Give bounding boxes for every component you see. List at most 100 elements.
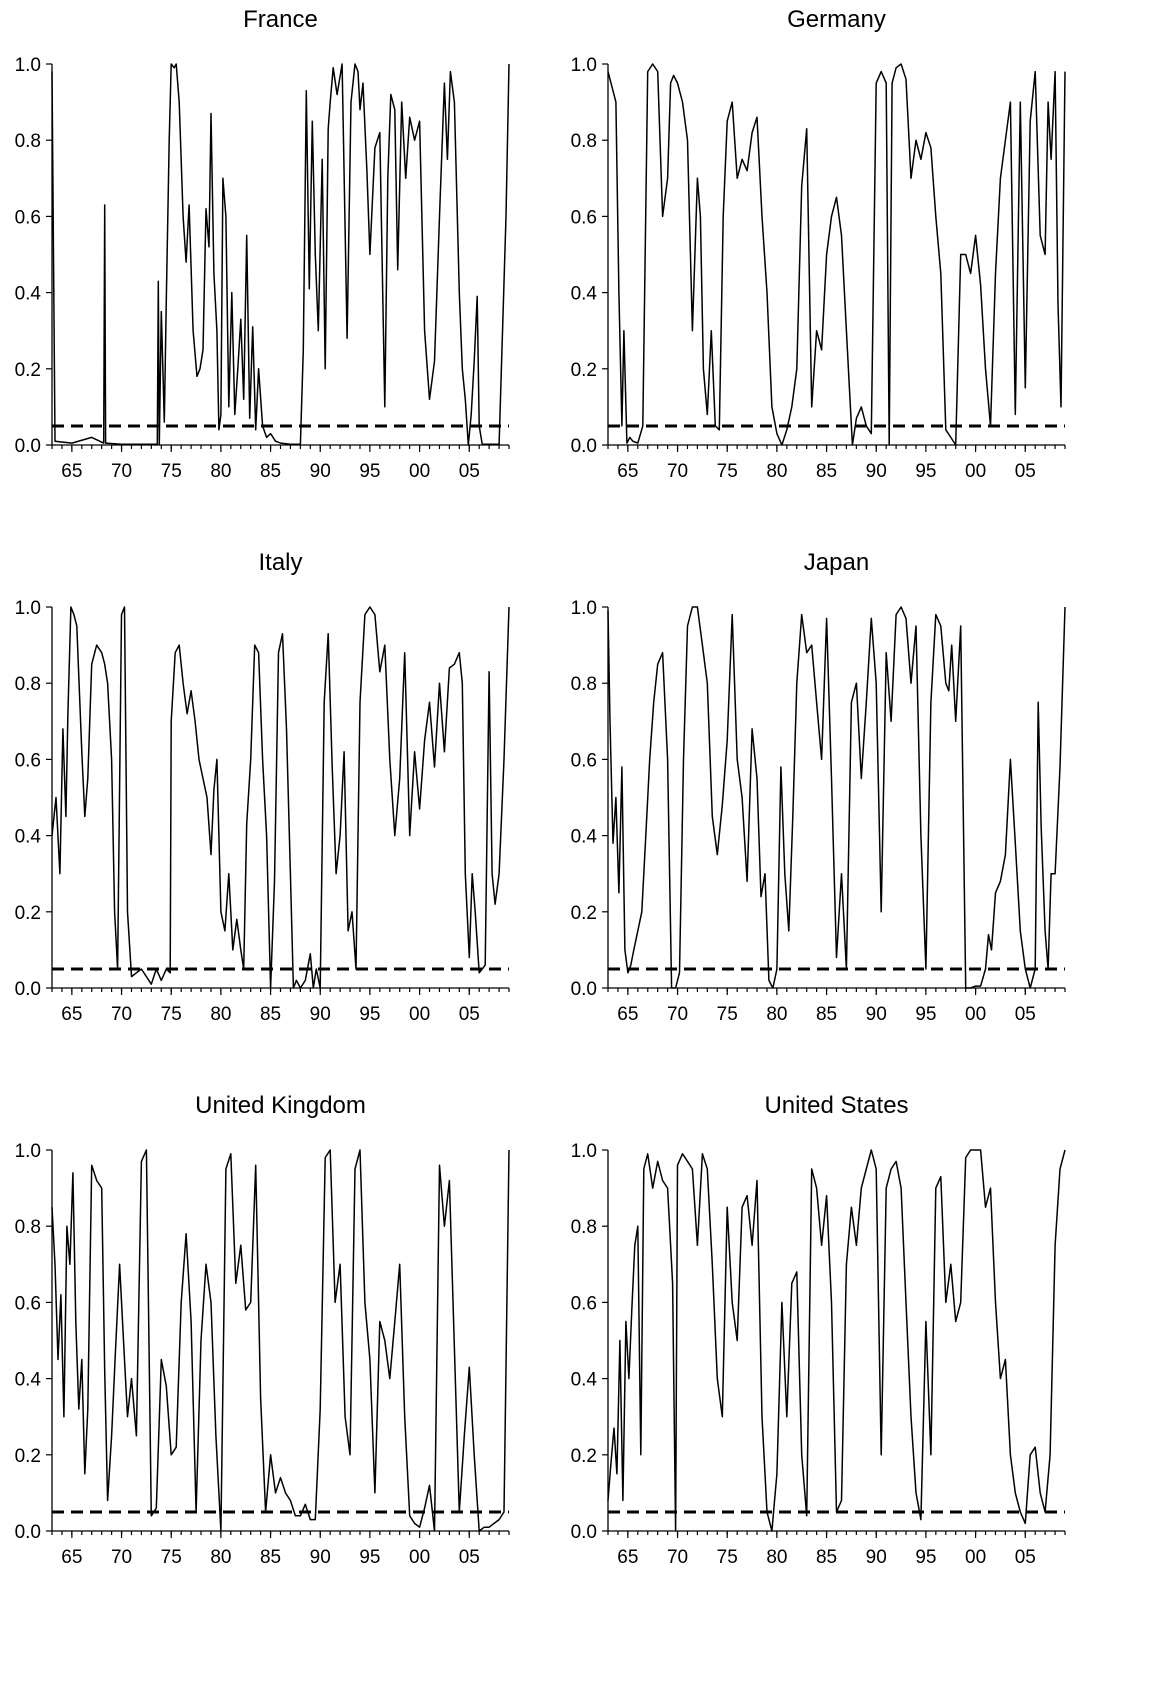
y-tick-label: 0.4 [15, 284, 42, 305]
x-tick-label: 65 [617, 1547, 638, 1568]
y-tick-label: 1.0 [571, 1141, 597, 1162]
x-tick-label: 90 [310, 1004, 331, 1025]
y-tick-label: 0.2 [571, 1446, 597, 1467]
y-tick-label: 0.2 [15, 360, 41, 381]
y-tick-label: 0.6 [15, 750, 41, 771]
x-tick-label: 65 [61, 461, 82, 482]
x-tick-label: 00 [409, 1547, 430, 1568]
x-tick-label: 80 [766, 1004, 787, 1025]
chart-panel: France 0.0 0.2 0.4 0.6 0.8 1.0 65 70 75 80 85 90 95 00… [15, 6, 510, 482]
x-tick-label: 80 [210, 1547, 231, 1568]
x-tick-label: 70 [667, 1004, 688, 1025]
x-tick-label: 85 [260, 1547, 281, 1568]
x-tick-label: 65 [617, 1004, 638, 1025]
y-tick-label: 0.8 [571, 674, 597, 695]
x-tick-label: 70 [111, 461, 132, 482]
x-tick-label: 05 [459, 1547, 480, 1568]
x-tick-label: 90 [866, 1547, 887, 1568]
y-tick-label: 0.2 [571, 360, 597, 381]
y-tick-label: 0.6 [571, 750, 597, 771]
x-tick-label: 90 [310, 461, 331, 482]
y-tick-label: 0.6 [15, 1293, 41, 1314]
y-tick-label: 0.8 [571, 131, 597, 152]
y-tick-label: 1.0 [571, 598, 597, 619]
y-tick-label: 0.2 [571, 903, 597, 924]
y-tick-label: 0.0 [571, 436, 597, 457]
x-tick-label: 80 [766, 461, 787, 482]
y-tick-label: 0.2 [15, 1446, 41, 1467]
x-tick-label: 85 [260, 1004, 281, 1025]
chart-title: Italy [258, 549, 302, 576]
y-tick-label: 0.0 [15, 1522, 41, 1543]
y-tick-label: 0.4 [571, 1370, 598, 1391]
x-tick-label: 05 [459, 1004, 480, 1025]
series-line [607, 63, 1066, 446]
x-tick-label: 70 [111, 1004, 132, 1025]
x-tick-label: 85 [816, 461, 837, 482]
x-tick-label: 65 [61, 1004, 82, 1025]
y-tick-label: 0.0 [571, 1522, 597, 1543]
chart-panel: Japan 0.0 0.2 0.4 0.6 0.8 1.0 65 70 75 80 85 90 95 00 0… [571, 549, 1066, 1025]
x-tick-label: 70 [111, 1547, 132, 1568]
x-tick-label: 00 [965, 1004, 986, 1025]
chart-panel: United Kingdom 0.0 0.2 0.4 0.6 0.8 1.0 65 70 75 80… [15, 1092, 510, 1568]
chart-title: United Kingdom [195, 1092, 366, 1119]
y-tick-label: 0.6 [571, 207, 597, 228]
x-tick-label: 95 [915, 1004, 936, 1025]
y-tick-label: 0.0 [15, 979, 41, 1000]
chart-panel: Germany 0.0 0.2 0.4 0.6 0.8 1.0 65 70 75 80 85 90 95 0… [571, 6, 1066, 482]
chart-panel: United States 0.0 0.2 0.4 0.6 0.8 1.0 65 70 75 80 8… [571, 1092, 1066, 1568]
y-tick-label: 0.8 [15, 131, 41, 152]
x-tick-label: 75 [717, 1004, 738, 1025]
x-tick-label: 95 [915, 461, 936, 482]
x-tick-label: 95 [359, 1547, 380, 1568]
x-tick-label: 75 [161, 461, 182, 482]
series-line [51, 1149, 510, 1532]
chart-title: Japan [804, 549, 869, 576]
x-tick-label: 70 [667, 461, 688, 482]
y-tick-label: 0.6 [15, 207, 41, 228]
x-tick-label: 05 [1015, 461, 1036, 482]
series-line [607, 606, 1066, 989]
x-tick-label: 05 [459, 461, 480, 482]
x-tick-label: 00 [965, 461, 986, 482]
y-tick-label: 1.0 [571, 55, 597, 76]
y-tick-label: 1.0 [15, 598, 41, 619]
x-tick-label: 70 [667, 1547, 688, 1568]
y-tick-label: 0.4 [571, 827, 598, 848]
x-tick-label: 00 [409, 461, 430, 482]
chart-panel: Italy 0.0 0.2 0.4 0.6 0.8 1.0 65 70 75 80 85 90 95 00 0… [15, 549, 510, 1025]
chart-title: Germany [787, 6, 886, 33]
x-tick-label: 85 [260, 461, 281, 482]
x-tick-label: 65 [61, 1547, 82, 1568]
x-tick-label: 80 [210, 1004, 231, 1025]
series-line [51, 606, 510, 989]
x-tick-label: 95 [359, 1004, 380, 1025]
x-tick-label: 75 [717, 461, 738, 482]
y-tick-label: 0.4 [15, 827, 42, 848]
x-tick-label: 75 [161, 1004, 182, 1025]
x-tick-label: 75 [161, 1547, 182, 1568]
x-tick-label: 05 [1015, 1547, 1036, 1568]
chart-title: United States [764, 1092, 908, 1119]
y-tick-label: 0.4 [571, 284, 598, 305]
x-tick-label: 85 [816, 1004, 837, 1025]
series-line [51, 63, 510, 446]
x-tick-label: 05 [1015, 1004, 1036, 1025]
y-tick-label: 0.0 [571, 979, 597, 1000]
y-tick-label: 0.2 [15, 903, 41, 924]
x-tick-label: 75 [717, 1547, 738, 1568]
y-tick-label: 1.0 [15, 55, 41, 76]
x-tick-label: 65 [617, 461, 638, 482]
y-tick-label: 0.6 [571, 1293, 597, 1314]
x-tick-label: 90 [310, 1547, 331, 1568]
x-tick-label: 00 [409, 1004, 430, 1025]
y-tick-label: 0.8 [15, 1217, 41, 1238]
x-tick-label: 95 [359, 461, 380, 482]
y-tick-label: 0.8 [15, 674, 41, 695]
x-tick-label: 95 [915, 1547, 936, 1568]
y-tick-label: 0.8 [571, 1217, 597, 1238]
x-tick-label: 90 [866, 1004, 887, 1025]
x-tick-label: 00 [965, 1547, 986, 1568]
